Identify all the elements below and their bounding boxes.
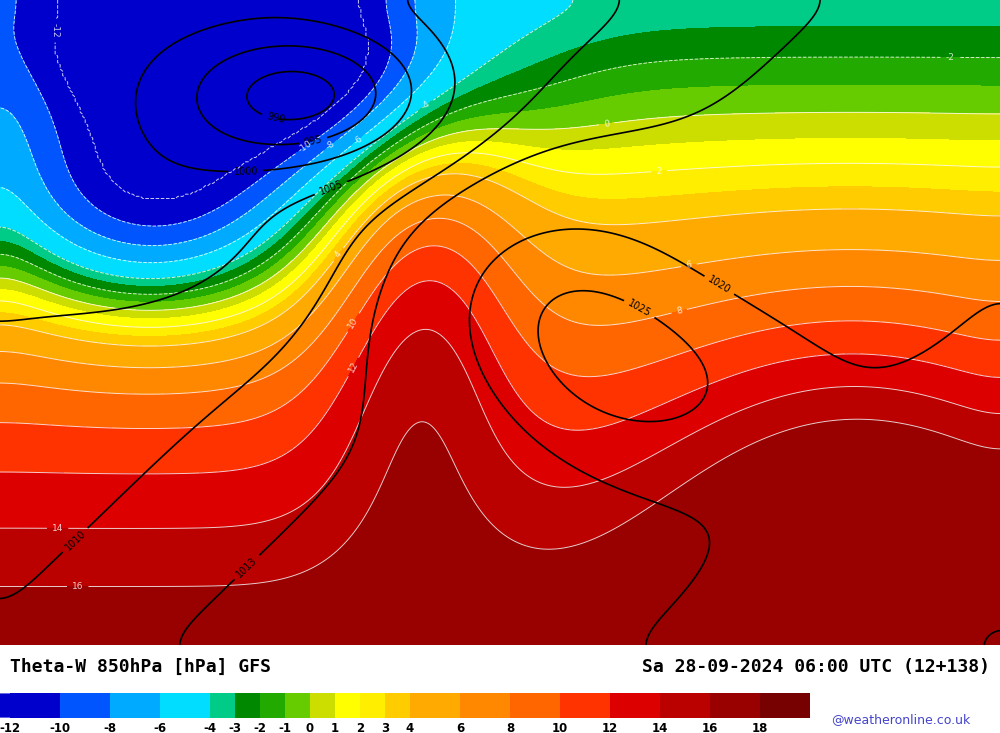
Text: 1013: 1013 — [235, 556, 259, 580]
Bar — [760, 693, 810, 718]
Text: 0: 0 — [306, 721, 314, 733]
Text: -4: -4 — [419, 100, 432, 112]
Text: -8: -8 — [103, 721, 117, 733]
Text: 14: 14 — [52, 524, 63, 533]
Bar — [210, 693, 235, 718]
Bar — [360, 693, 385, 718]
Text: 1020: 1020 — [706, 274, 732, 296]
Text: -12: -12 — [0, 721, 21, 733]
Bar — [10, 693, 60, 718]
Text: -10: -10 — [49, 721, 71, 733]
Text: 16: 16 — [72, 582, 83, 591]
Bar — [710, 693, 760, 718]
Text: -12: -12 — [51, 23, 60, 37]
Text: -6: -6 — [352, 133, 365, 147]
Bar — [385, 693, 410, 718]
Text: 4: 4 — [406, 721, 414, 733]
Text: -6: -6 — [153, 721, 167, 733]
Text: 1: 1 — [331, 721, 339, 733]
Text: 1000: 1000 — [233, 166, 258, 177]
Text: 8: 8 — [675, 306, 683, 316]
Text: 0: 0 — [603, 119, 610, 129]
Text: 12: 12 — [602, 721, 618, 733]
Text: 4: 4 — [333, 250, 344, 259]
Text: 3: 3 — [381, 721, 389, 733]
Text: 2: 2 — [656, 166, 662, 176]
Bar — [335, 693, 360, 718]
Bar — [310, 693, 335, 718]
Text: 995: 995 — [303, 134, 323, 148]
Text: -8: -8 — [325, 139, 337, 152]
Text: 8: 8 — [506, 721, 514, 733]
Bar — [110, 693, 160, 718]
Bar — [260, 693, 285, 718]
Text: 10: 10 — [552, 721, 568, 733]
Text: -2: -2 — [945, 53, 954, 62]
Text: -3: -3 — [228, 721, 242, 733]
Text: 6: 6 — [685, 260, 692, 270]
Text: -1: -1 — [278, 721, 292, 733]
Text: 14: 14 — [652, 721, 668, 733]
Text: 6: 6 — [456, 721, 464, 733]
Text: 18: 18 — [752, 721, 768, 733]
Text: 2: 2 — [356, 721, 364, 733]
Text: -10: -10 — [297, 139, 314, 155]
FancyArrow shape — [760, 693, 782, 718]
Bar — [610, 693, 660, 718]
Text: 990: 990 — [266, 111, 286, 125]
Bar — [460, 693, 510, 718]
Bar — [510, 693, 560, 718]
Text: 1005: 1005 — [318, 179, 344, 197]
Text: 1010: 1010 — [63, 528, 87, 552]
Text: @weatheronline.co.uk: @weatheronline.co.uk — [831, 712, 970, 726]
Bar — [660, 693, 710, 718]
Text: -2: -2 — [254, 721, 266, 733]
Bar — [410, 693, 460, 718]
Bar — [160, 693, 210, 718]
Text: 1025: 1025 — [626, 298, 653, 319]
FancyArrow shape — [0, 693, 10, 718]
Bar — [235, 693, 260, 718]
Bar — [60, 693, 110, 718]
Text: -4: -4 — [203, 721, 217, 733]
Text: Theta-W 850hPa [hPa] GFS: Theta-W 850hPa [hPa] GFS — [10, 658, 271, 677]
Text: 10: 10 — [347, 315, 360, 330]
Bar — [285, 693, 310, 718]
Bar — [560, 693, 610, 718]
Text: 16: 16 — [702, 721, 718, 733]
Text: 12: 12 — [347, 360, 360, 374]
Text: Sa 28-09-2024 06:00 UTC (12+138): Sa 28-09-2024 06:00 UTC (12+138) — [642, 658, 990, 677]
